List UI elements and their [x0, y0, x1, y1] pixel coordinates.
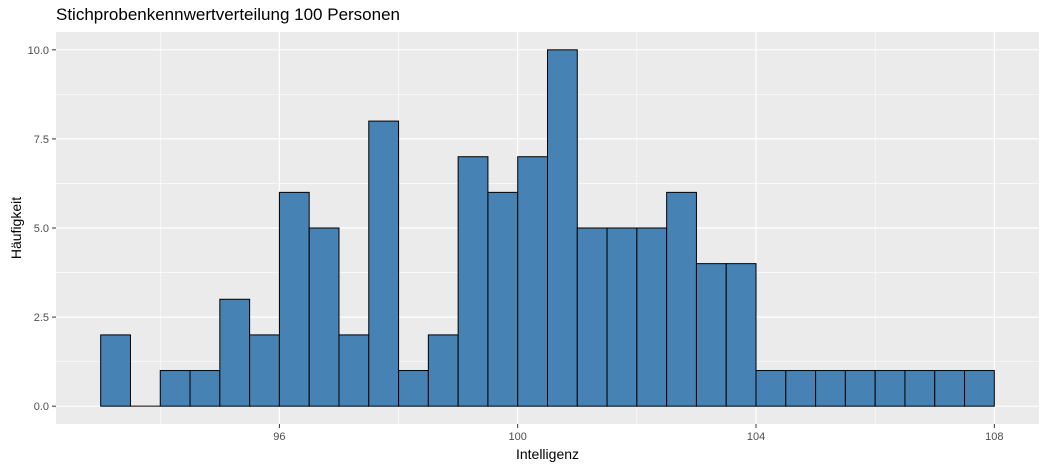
histogram-bar	[576, 227, 608, 407]
y-tick-label: 5.0	[34, 223, 49, 235]
y-tick-label: 10.0	[28, 45, 49, 57]
histogram-bar	[725, 263, 757, 407]
x-tick-label: 96	[273, 431, 285, 443]
y-axis: 0.0 2.5 5.0 7.5 10.0	[28, 45, 56, 413]
histogram-bar	[547, 49, 578, 407]
histogram-bar	[934, 370, 966, 407]
histogram-bar	[785, 370, 817, 407]
histogram-bar	[427, 334, 459, 407]
histogram-bar	[964, 370, 995, 407]
histogram-bar	[666, 191, 697, 407]
y-tick-label: 0.0	[34, 401, 49, 413]
x-axis: 96 100 104 108	[273, 424, 1003, 443]
y-axis-title: Häufigkeit	[8, 197, 24, 259]
histogram-bar	[338, 334, 370, 407]
histogram-bar	[815, 370, 846, 407]
histogram-bar	[636, 227, 668, 407]
histogram-bars	[100, 49, 995, 407]
x-tick-label: 108	[985, 431, 1003, 443]
histogram-bar	[368, 120, 400, 407]
histogram-bar	[904, 370, 936, 407]
x-tick-label: 100	[509, 431, 527, 443]
y-tick-label: 7.5	[34, 134, 49, 146]
y-tick-label: 2.5	[34, 312, 49, 324]
histogram-bar	[755, 370, 787, 407]
histogram-bar	[695, 263, 727, 407]
histogram-bar	[874, 370, 906, 407]
histogram-bar	[606, 227, 638, 407]
chart-title: Stichprobenkennwertverteilung 100 Person…	[56, 5, 401, 24]
x-axis-title: Intelligenz	[516, 446, 579, 462]
histogram-bar	[517, 156, 548, 407]
histogram-bar	[100, 334, 131, 407]
histogram-bar	[844, 370, 876, 407]
histogram-bar	[219, 298, 251, 407]
histogram-bar	[487, 191, 519, 407]
x-tick-label: 104	[747, 431, 765, 443]
histogram-bar	[398, 370, 429, 407]
histogram-bar	[457, 156, 489, 407]
histogram-bar	[189, 370, 221, 407]
histogram-bar	[278, 191, 310, 407]
histogram-bar	[249, 334, 280, 407]
histogram-bar	[159, 370, 191, 407]
histogram-bar	[308, 227, 340, 407]
